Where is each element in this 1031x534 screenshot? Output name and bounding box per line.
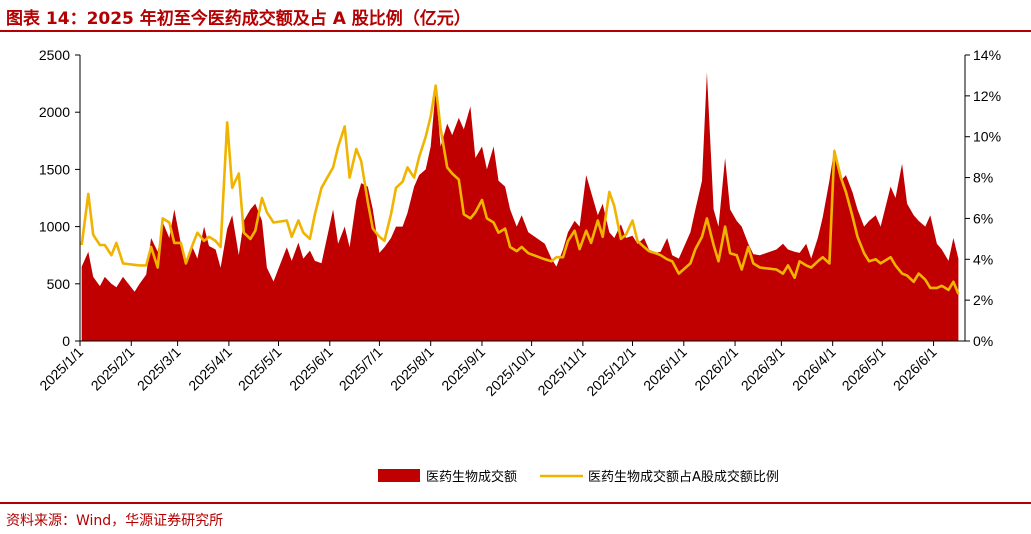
y-left-tick: 1000	[39, 219, 80, 235]
y-right-tick-label: 12%	[973, 88, 1001, 104]
x-tick-label: 2026/6/1	[890, 344, 940, 394]
x-tick: 2025/11/1	[534, 341, 589, 398]
y-right-tick: 0%	[965, 333, 993, 349]
y-right-tick-label: 6%	[973, 210, 993, 226]
y-left-tick-label: 1500	[39, 161, 70, 177]
source-rule	[0, 502, 1031, 504]
area-series-turnover	[81, 72, 959, 341]
x-tick-label: 2025/3/1	[134, 344, 184, 394]
x-tick: 2025/6/1	[286, 341, 336, 394]
x-tick-label: 2025/5/1	[235, 344, 285, 394]
x-tick-label: 2026/5/1	[839, 344, 889, 394]
x-tick-label: 2026/4/1	[789, 344, 839, 394]
y-right-tick-label: 10%	[973, 129, 1001, 145]
x-tick-label: 2025/9/1	[438, 344, 488, 394]
x-tick-label: 2025/7/1	[336, 344, 386, 394]
x-tick-label: 2025/1/1	[36, 344, 86, 394]
y-left-tick: 2500	[39, 47, 80, 63]
x-tick: 2026/4/1	[789, 341, 839, 394]
legend-label-turnover: 医药生物成交额	[426, 469, 517, 485]
y-right-tick: 8%	[965, 170, 993, 186]
y-right-tick: 10%	[965, 129, 1001, 145]
x-tick-label: 2025/2/1	[88, 344, 138, 394]
x-tick-label: 2026/1/1	[640, 344, 690, 394]
y-right-tick: 6%	[965, 210, 993, 226]
x-tick-label: 2025/6/1	[286, 344, 336, 394]
x-tick-label: 2026/2/1	[691, 344, 741, 394]
x-tick-label: 2025/10/1	[482, 344, 538, 400]
y-right-tick-label: 0%	[973, 333, 993, 349]
y-left-tick: 2000	[39, 104, 80, 120]
figure-title: 图表 14：2025 年初至今医药成交额及占 A 股比例（亿元）	[6, 9, 471, 29]
x-tick: 2026/2/1	[691, 341, 741, 394]
y-right-tick-label: 2%	[973, 292, 993, 308]
x-tick: 2025/2/1	[88, 341, 138, 394]
title-rule	[0, 30, 1031, 32]
y-right-tick-label: 14%	[973, 47, 1001, 63]
y-left-tick: 0	[62, 333, 80, 349]
y-left-tick-label: 500	[47, 276, 71, 292]
x-tick: 2025/4/1	[185, 341, 235, 394]
x-tick: 2026/3/1	[738, 341, 788, 394]
legend: 医药生物成交额 医药生物成交额占A股成交额比例	[378, 469, 779, 485]
x-tick: 2025/7/1	[336, 341, 386, 394]
x-tick-label: 2026/3/1	[738, 344, 788, 394]
y-left-tick-label: 1000	[39, 219, 70, 235]
x-tick: 2025/9/1	[438, 341, 488, 394]
x-tick: 2025/5/1	[235, 341, 285, 394]
line-series-share	[80, 84, 960, 295]
x-tick-label: 2025/4/1	[185, 344, 235, 394]
y-left-tick-label: 2000	[39, 104, 70, 120]
x-tick: 2025/3/1	[134, 341, 184, 394]
x-tick: 2025/8/1	[387, 341, 437, 394]
plot-area	[80, 72, 960, 341]
y-right-tick-label: 8%	[973, 170, 993, 186]
x-tick-label: 2025/8/1	[387, 344, 437, 394]
y-left-tick-label: 2500	[39, 47, 70, 63]
y-right-tick: 12%	[965, 88, 1001, 104]
x-tick-label: 2025/12/1	[583, 344, 639, 400]
x-tick-label: 2025/11/1	[534, 344, 589, 399]
y-left-tick: 1500	[39, 161, 80, 177]
x-tick: 2026/6/1	[890, 341, 940, 394]
x-tick: 2026/1/1	[640, 341, 690, 394]
chart: 0 500 1000 1500 2000 2500 0% 2% 4% 6% 8% 10% 12% 14% 2…	[36, 47, 1001, 485]
legend-label-share: 医药生物成交额占A股成交额比例	[588, 469, 779, 485]
x-tick: 2026/5/1	[839, 341, 889, 394]
y-left-tick: 500	[47, 276, 80, 292]
y-right-tick-label: 4%	[973, 251, 993, 267]
x-tick: 2025/12/1	[583, 341, 639, 399]
y-left-tick-label: 0	[62, 333, 70, 349]
y-right-tick: 2%	[965, 292, 993, 308]
y-right-tick: 4%	[965, 251, 993, 267]
y-right-tick: 14%	[965, 47, 1001, 63]
x-tick: 2025/10/1	[482, 341, 538, 399]
legend-swatch-turnover	[378, 469, 420, 482]
source-note: 资料来源：Wind，华源证券研究所	[6, 513, 224, 529]
